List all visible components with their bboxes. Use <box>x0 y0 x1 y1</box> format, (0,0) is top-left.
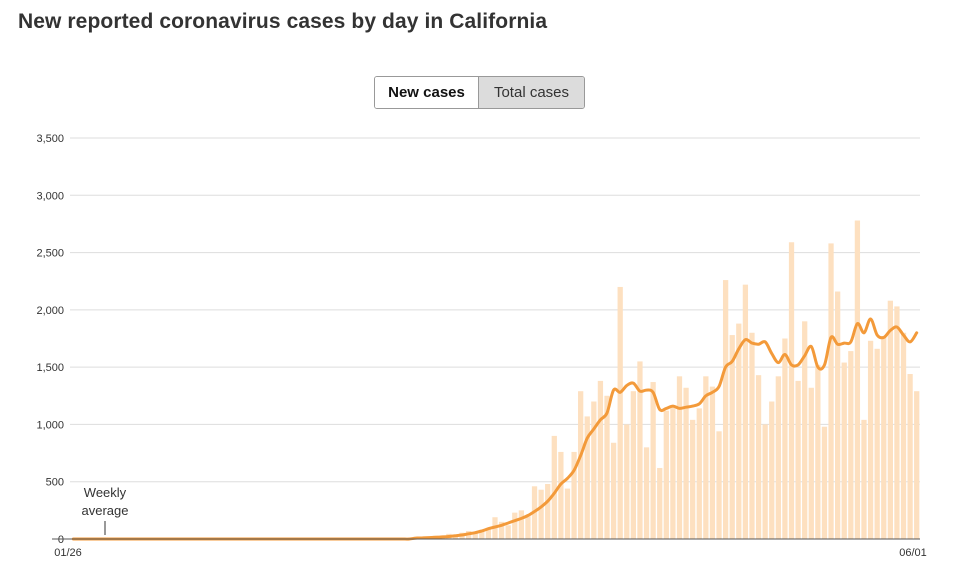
daily-cases-bar <box>624 424 630 539</box>
annotation-text: Weekly <box>84 485 127 500</box>
daily-cases-bar <box>551 435 557 539</box>
daily-cases-bar <box>637 361 643 539</box>
y-tick-label: 0 <box>58 534 64 546</box>
daily-cases-bar <box>604 395 610 539</box>
new-cases-button[interactable]: New cases <box>375 77 478 108</box>
daily-cases-bar <box>610 442 617 539</box>
daily-cases-bar <box>505 525 511 539</box>
daily-cases-bar <box>894 306 900 539</box>
daily-cases-bar <box>854 220 861 539</box>
daily-cases-bar <box>808 387 814 539</box>
y-tick-label: 2,500 <box>36 248 64 260</box>
daily-cases-bar <box>769 401 775 539</box>
view-toggle: New cases Total cases <box>374 76 585 109</box>
daily-cases-bar <box>881 336 887 539</box>
daily-cases-bar <box>650 382 656 539</box>
daily-cases-bar <box>584 416 590 539</box>
daily-cases-bar <box>578 391 584 539</box>
daily-cases-bar <box>525 516 531 539</box>
daily-cases-bar <box>907 374 913 539</box>
bar-series <box>413 220 920 540</box>
daily-cases-bar <box>848 351 854 539</box>
daily-cases-bar <box>755 375 762 539</box>
total-cases-button[interactable]: Total cases <box>478 77 584 108</box>
daily-cases-bar <box>683 387 689 539</box>
daily-cases-bar <box>696 408 702 539</box>
x-tick-label: 06/01 <box>899 547 927 559</box>
daily-cases-bar <box>736 323 742 539</box>
daily-cases-bar <box>690 419 696 539</box>
daily-cases-bar <box>742 284 749 539</box>
annotation-text: average <box>82 503 129 518</box>
daily-cases-bar <box>643 447 650 539</box>
daily-cases-bar <box>861 419 867 539</box>
daily-cases-bar <box>472 532 478 539</box>
daily-cases-bar <box>795 380 801 539</box>
daily-cases-bar <box>762 424 768 539</box>
daily-cases-bar <box>709 386 716 539</box>
daily-cases-bar <box>498 521 505 539</box>
daily-cases-bar <box>802 321 808 539</box>
weekly-average-annotation: Weekly average <box>82 485 129 535</box>
y-tick-label: 3,500 <box>36 133 64 145</box>
daily-cases-bar <box>914 391 920 539</box>
daily-cases-bar <box>841 362 847 539</box>
x-tick-label: 01/26 <box>54 547 82 559</box>
daily-cases-bar <box>630 391 637 539</box>
daily-cases-bar <box>597 380 604 539</box>
daily-cases-bar <box>821 426 828 539</box>
chart-title: New reported coronavirus cases by day in… <box>18 10 548 33</box>
y-tick-label: 2,000 <box>36 305 64 317</box>
y-tick-label: 1,500 <box>36 362 64 374</box>
y-axis-ticks: 0 500 1,000 1,500 2,000 2,500 3,000 3,500 <box>36 133 64 546</box>
daily-cases-bar <box>874 348 880 539</box>
daily-cases-bar <box>716 431 722 539</box>
daily-cases-bar <box>729 335 735 539</box>
daily-cases-bar <box>571 451 577 539</box>
daily-cases-bar <box>722 280 729 539</box>
y-tick-label: 1,000 <box>36 419 64 431</box>
daily-cases-bar <box>775 376 781 539</box>
daily-cases-bar <box>703 376 709 539</box>
y-tick-label: 3,000 <box>36 190 64 202</box>
daily-cases-bar <box>782 338 788 539</box>
daily-cases-bar <box>558 451 564 539</box>
daily-cases-bar <box>545 484 551 539</box>
y-tick-label: 500 <box>46 477 64 489</box>
daily-cases-bar <box>538 489 544 539</box>
daily-cases-bar <box>900 332 907 539</box>
daily-cases-bar <box>867 340 874 539</box>
daily-cases-bar <box>657 467 663 539</box>
daily-cases-bar <box>749 332 755 539</box>
daily-cases-bar <box>663 410 669 539</box>
x-axis-ticks: 01/26 06/01 <box>54 547 927 559</box>
daily-cases-bar <box>485 528 492 539</box>
daily-cases-bar <box>479 529 485 539</box>
daily-cases-bar <box>512 512 518 539</box>
daily-cases-bar <box>828 243 834 540</box>
daily-cases-bar <box>670 407 676 539</box>
daily-cases-bar <box>676 376 683 539</box>
daily-cases-bar <box>564 488 571 539</box>
daily-cases-bar <box>835 291 841 539</box>
daily-cases-bar <box>815 364 821 539</box>
daily-cases-bar <box>887 300 893 539</box>
daily-cases-bar <box>518 510 524 539</box>
daily-cases-bar <box>591 401 597 539</box>
daily-cases-bar <box>617 286 623 539</box>
daily-cases-bar <box>788 242 795 539</box>
